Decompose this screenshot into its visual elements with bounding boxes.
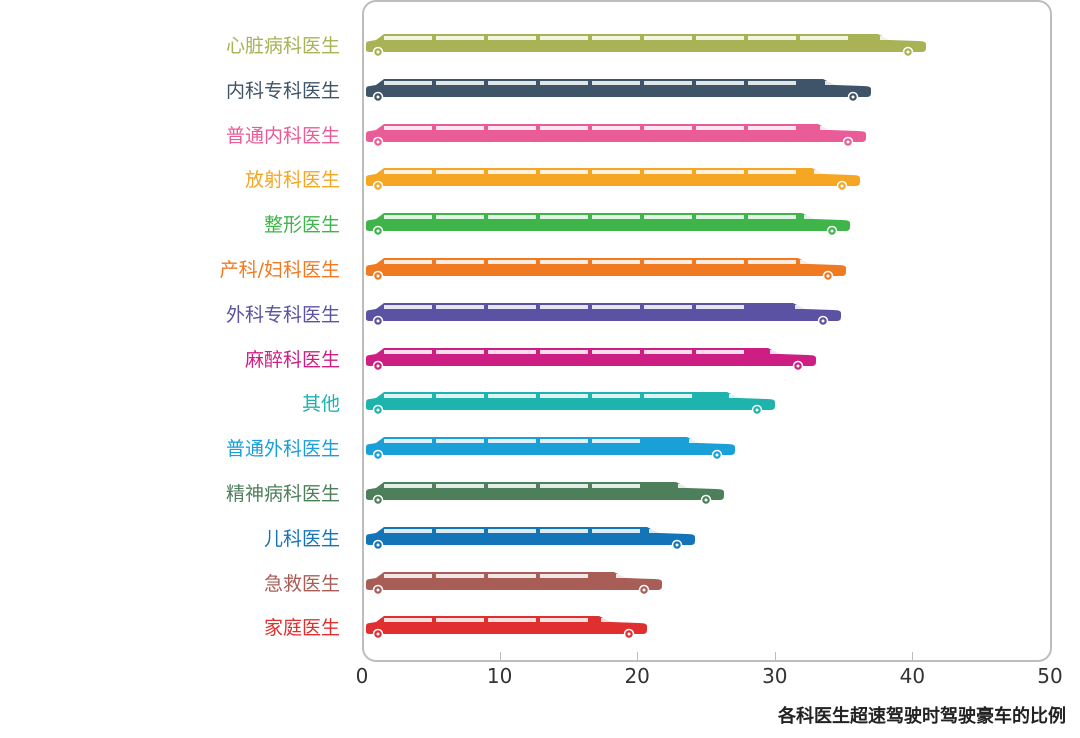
category-label: 外科专科医生 xyxy=(225,303,340,326)
x-tick-label: 20 xyxy=(624,664,650,688)
x-axis-label: 各科医生超速驾驶时驾驶豪车的比例 xyxy=(778,706,1066,727)
limousine-bar xyxy=(362,570,662,595)
category-label: 整形医生 xyxy=(263,214,340,237)
category-label: 放射科医生 xyxy=(244,169,340,192)
plot-frame xyxy=(362,0,1052,662)
category-label: 内科专科医生 xyxy=(225,79,340,102)
limousine-bar xyxy=(362,480,724,506)
x-tick xyxy=(774,652,776,662)
limousine-bar xyxy=(362,390,775,416)
limousine-bar xyxy=(362,211,850,237)
limousine-bar xyxy=(362,525,695,551)
x-tick-label: 50 xyxy=(1037,664,1063,688)
limousine-bar xyxy=(362,122,866,147)
limousine-bar xyxy=(362,32,926,58)
category-label: 儿科医生 xyxy=(263,527,340,550)
limousine-bar xyxy=(362,256,846,282)
x-tick xyxy=(637,652,639,662)
category-label: 产科/妇科医生 xyxy=(219,259,340,281)
category-label: 普通外科医生 xyxy=(225,438,340,461)
category-label: 心脏病科医生 xyxy=(225,35,340,57)
limousine-bar xyxy=(362,346,816,371)
limousine-bar xyxy=(362,614,647,640)
category-label: 麻醉科医生 xyxy=(244,348,340,371)
limousine-bar xyxy=(362,301,841,327)
x-tick-label: 10 xyxy=(486,664,513,688)
x-tick xyxy=(912,652,914,662)
category-label: 其他 xyxy=(301,393,340,416)
limousine-bar xyxy=(362,77,871,103)
category-label: 家庭医生 xyxy=(263,617,340,640)
x-tick xyxy=(499,652,501,662)
x-tick-label: 40 xyxy=(899,664,926,688)
category-label: 精神病科医生 xyxy=(225,483,340,505)
x-tick-label: 30 xyxy=(762,664,788,688)
category-label: 急救医生 xyxy=(263,572,340,595)
limousine-bar xyxy=(362,166,860,192)
limousine-bar xyxy=(362,435,735,461)
x-tick-label: 0 xyxy=(355,664,369,688)
category-label: 普通内科医生 xyxy=(225,124,340,147)
